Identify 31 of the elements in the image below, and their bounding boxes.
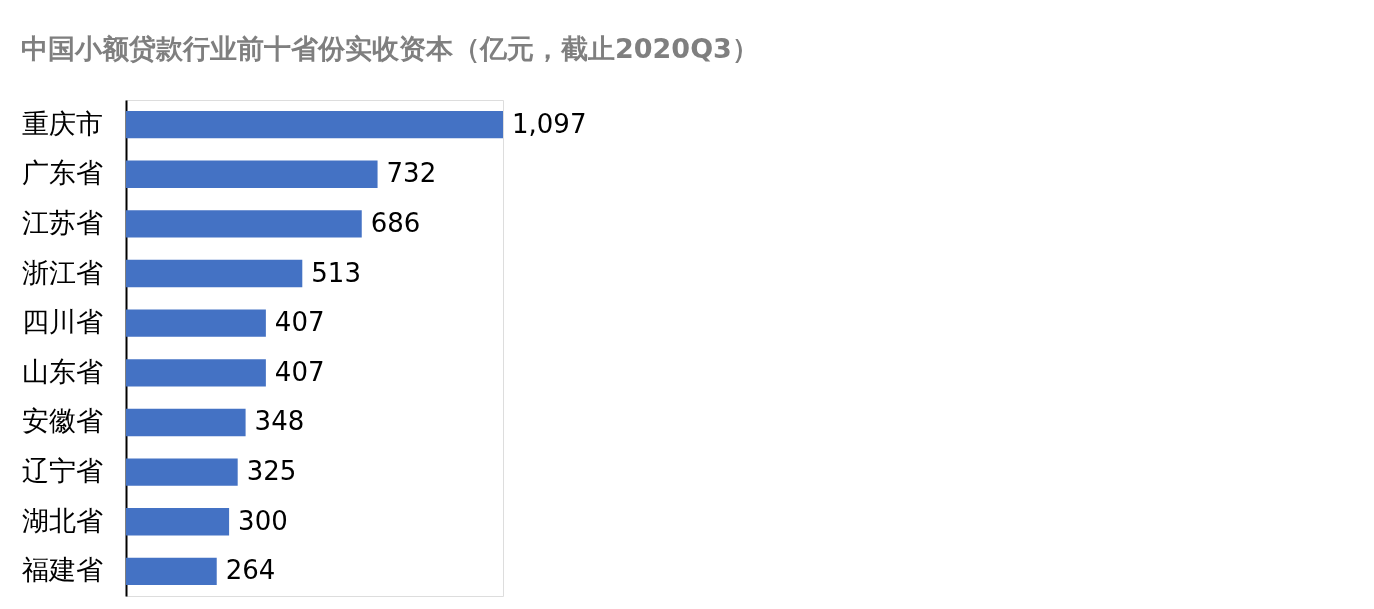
bar	[126, 508, 230, 536]
data-label: 407	[274, 307, 325, 338]
y-tick-label: 重庆市	[21, 107, 103, 139]
bar	[126, 110, 503, 139]
data-label: 686	[370, 207, 421, 238]
y-tick-label: 浙江省	[21, 256, 103, 288]
data-label: 348	[254, 406, 305, 437]
chart-title: 中国小额贷款行业前十省份实收资本（亿元，截止2020Q3）	[21, 33, 759, 64]
y-tick-label: 江苏省	[21, 206, 103, 238]
data-label: 407	[274, 356, 325, 387]
bar	[126, 359, 266, 387]
bar	[126, 309, 266, 337]
y-tick-label: 山东省	[21, 355, 103, 387]
data-label: 732	[386, 158, 437, 189]
bar	[126, 557, 217, 586]
bar	[126, 160, 378, 188]
data-label: 300	[238, 505, 288, 536]
data-label: 513	[311, 257, 361, 288]
data-label: 325	[246, 456, 297, 487]
y-tick-label: 四川省	[21, 306, 103, 338]
y-tick-label: 湖北省	[21, 504, 103, 536]
y-tick-label: 辽宁省	[21, 455, 103, 487]
bar	[126, 210, 362, 238]
data-label: 264	[225, 555, 276, 586]
bar	[126, 458, 238, 486]
y-tick-label: 广东省	[21, 157, 103, 189]
bar	[126, 408, 246, 437]
bar	[126, 259, 303, 288]
y-tick-label: 安徽省	[21, 405, 103, 437]
y-tick-label: 福建省	[21, 554, 103, 586]
data-label: 1,097	[512, 108, 587, 139]
